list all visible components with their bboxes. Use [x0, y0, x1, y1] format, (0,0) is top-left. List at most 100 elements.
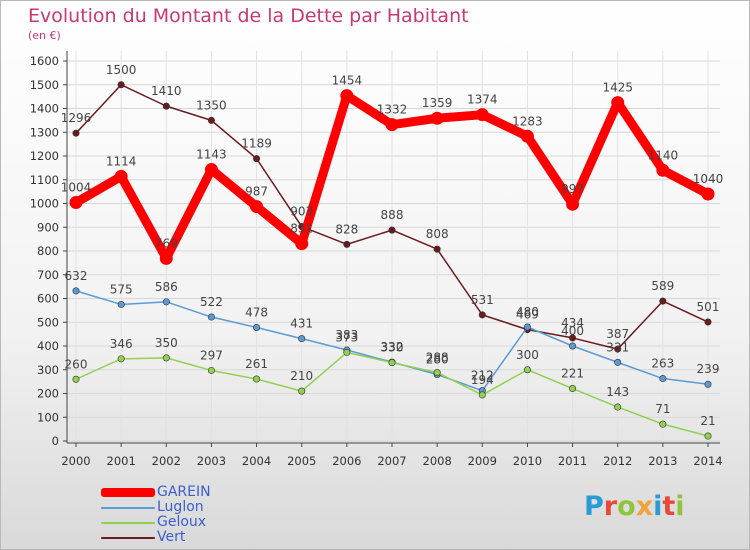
y-tick-label: 500 — [37, 315, 59, 329]
data-label: 575 — [110, 282, 133, 296]
data-point — [72, 287, 80, 295]
y-tick-label: 200 — [37, 387, 59, 401]
x-tick-label: 2000 — [61, 454, 90, 468]
data-point — [117, 300, 125, 308]
data-label: 589 — [651, 279, 674, 293]
data-point — [207, 313, 215, 321]
data-label: 831 — [290, 222, 313, 236]
y-tick-label: 1600 — [30, 54, 59, 68]
legend-item-vert: Vert — [101, 530, 211, 545]
legend-item-garein: GAREIN — [101, 485, 211, 500]
data-point — [298, 387, 306, 395]
data-label: 21 — [700, 414, 715, 428]
legend-swatch-vert — [101, 536, 155, 539]
data-label: 263 — [651, 357, 674, 371]
data-point — [659, 375, 667, 383]
data-label: 400 — [561, 324, 584, 338]
data-point — [162, 298, 170, 306]
data-label: 769 — [155, 236, 178, 250]
y-tick-label: 300 — [37, 363, 59, 377]
x-tick-label: 2001 — [107, 454, 136, 468]
data-label: 501 — [697, 300, 720, 314]
y-tick-label: 100 — [37, 410, 59, 424]
legend-label-luglon: Luglon — [157, 499, 204, 515]
data-point — [114, 169, 128, 183]
data-point — [611, 96, 625, 110]
data-point — [343, 240, 351, 248]
data-label: 221 — [561, 367, 584, 381]
data-label: 1040 — [693, 172, 724, 186]
data-label: 431 — [290, 317, 313, 331]
x-tick-label: 2011 — [558, 454, 587, 468]
data-point — [701, 187, 715, 201]
data-point — [117, 81, 125, 89]
data-label: 1359 — [422, 96, 453, 110]
data-label: 586 — [155, 280, 178, 294]
data-point — [478, 391, 486, 399]
data-label: 1283 — [512, 114, 543, 128]
y-tick-label: 600 — [37, 292, 59, 306]
data-label: 1140 — [648, 148, 679, 162]
data-point — [385, 118, 399, 132]
data-label: 210 — [290, 369, 313, 383]
data-point — [704, 432, 712, 440]
legend: GAREIN Luglon Geloux Vert — [101, 485, 211, 545]
data-label: 212 — [471, 369, 494, 383]
data-point — [569, 385, 577, 393]
legend-label-garein: GAREIN — [157, 484, 211, 500]
logo-letter: o — [617, 491, 636, 522]
data-label: 280 — [426, 353, 449, 367]
logo-letter: P — [584, 491, 604, 522]
data-point — [117, 355, 125, 363]
x-tick-label: 2005 — [287, 454, 316, 468]
data-point — [523, 366, 531, 374]
data-point — [253, 155, 261, 163]
data-label: 1004 — [61, 181, 92, 195]
data-point — [704, 318, 712, 326]
data-label: 239 — [697, 362, 720, 376]
data-point — [343, 348, 351, 356]
legend-item-luglon: Luglon — [101, 500, 211, 515]
y-tick-label: 1100 — [30, 173, 59, 187]
x-tick-label: 2003 — [197, 454, 226, 468]
logo-letter: i — [653, 491, 663, 522]
legend-label-geloux: Geloux — [157, 514, 207, 530]
data-label: 260 — [65, 357, 88, 371]
data-label: 383 — [335, 328, 358, 342]
x-tick-label: 2009 — [468, 454, 497, 468]
data-label: 261 — [245, 357, 268, 371]
x-tick-label: 2004 — [242, 454, 271, 468]
chart-subtitle: (en €) — [28, 29, 61, 42]
data-point — [430, 111, 444, 125]
data-label: 297 — [200, 348, 223, 362]
data-point — [614, 358, 622, 366]
data-point — [656, 163, 670, 177]
data-label: 1410 — [151, 84, 182, 98]
data-label: 888 — [381, 208, 404, 222]
data-label: 632 — [65, 269, 88, 283]
data-label: 531 — [471, 293, 494, 307]
y-tick-label: 1500 — [30, 78, 59, 92]
legend-swatch-luglon — [101, 506, 155, 509]
data-label: 987 — [245, 185, 268, 199]
data-point — [162, 354, 170, 362]
data-label: 300 — [516, 348, 539, 362]
y-tick-label: 1300 — [30, 125, 59, 139]
data-point — [566, 197, 580, 211]
data-point — [433, 245, 441, 253]
y-tick-label: 1000 — [30, 197, 59, 211]
y-tick-label: 800 — [37, 244, 59, 258]
chart-title: Evolution du Montant de la Dette par Hab… — [28, 5, 469, 27]
data-point — [72, 375, 80, 383]
data-point — [704, 380, 712, 388]
data-point — [433, 369, 441, 377]
data-point — [253, 375, 261, 383]
data-point — [388, 226, 396, 234]
x-tick-label: 2008 — [423, 454, 452, 468]
y-tick-label: 1400 — [30, 102, 59, 116]
legend-swatch-garein — [101, 488, 155, 497]
data-label: 522 — [200, 295, 223, 309]
data-label: 1296 — [61, 111, 92, 125]
data-label: 997 — [561, 182, 584, 196]
